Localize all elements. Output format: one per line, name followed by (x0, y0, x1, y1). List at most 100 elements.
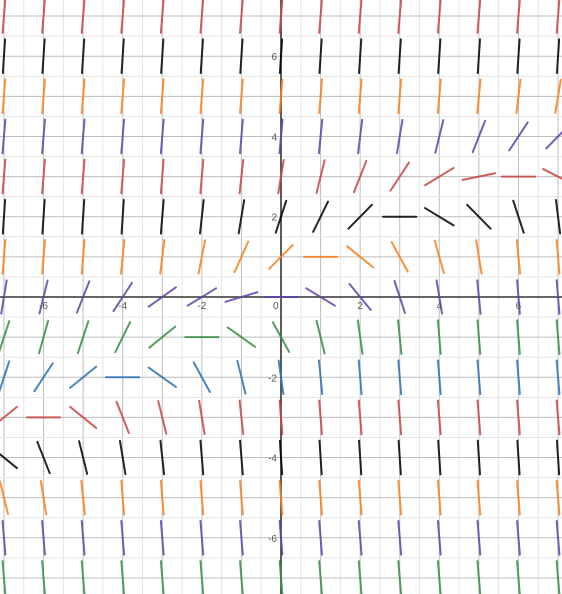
slope-segment (239, 78, 244, 115)
slope-segment (236, 359, 247, 395)
y-tick-label: -2 (268, 373, 277, 384)
slope-segment (312, 200, 330, 233)
slope-segment (358, 38, 363, 75)
slope-segment (397, 520, 403, 556)
slope-segment (1, 0, 7, 34)
slope-segment (69, 365, 98, 389)
slope-segment (1, 239, 7, 275)
x-tick-label: -6 (39, 301, 48, 312)
slope-segment (159, 78, 165, 115)
slope-segment (199, 78, 205, 115)
slope-segment (0, 453, 18, 470)
slope-segment (555, 38, 561, 75)
slope-segment (476, 479, 482, 516)
slope-segment (1, 520, 7, 556)
slope-segment (436, 479, 442, 516)
slope-segment (516, 439, 521, 476)
x-tick-label: -2 (197, 301, 206, 312)
slope-segment (318, 439, 323, 476)
slope-segment (159, 118, 165, 155)
slope-segment (555, 560, 561, 594)
slope-segment (198, 399, 206, 436)
slope-segment (555, 359, 561, 396)
slope-segment (199, 38, 204, 75)
slope-segment (516, 359, 521, 396)
slope-segment (435, 279, 444, 315)
slope-segment (147, 366, 177, 388)
slope-segment (389, 161, 410, 192)
slope-segment (0, 405, 18, 422)
slope-segment (80, 479, 86, 516)
slope-segment (159, 479, 165, 516)
slope-segment (80, 520, 86, 556)
y-tick-label: 2 (271, 213, 277, 224)
slope-segment (397, 38, 402, 75)
slope-segment (436, 0, 442, 34)
slope-segment (41, 560, 46, 594)
y-tick-label: -6 (268, 534, 277, 545)
slope-segment (226, 326, 257, 348)
slope-segment (545, 131, 562, 150)
slope-segment (516, 319, 521, 355)
slope-segment (278, 399, 284, 436)
slope-segment (397, 359, 403, 396)
slope-segment (436, 560, 442, 594)
slope-segment (41, 78, 46, 115)
slope-segment (199, 198, 205, 235)
slope-segment (434, 119, 445, 154)
y-tick-label: -4 (268, 454, 277, 465)
slope-segment (436, 319, 442, 355)
slope-segment (554, 199, 562, 235)
slope-segment (542, 168, 562, 180)
slope-segment (1, 198, 7, 235)
slope-segment (555, 439, 561, 476)
slope-segment (41, 520, 46, 556)
slope-segment (274, 199, 288, 234)
slope-segment (80, 0, 86, 34)
slope-segment (516, 479, 521, 516)
slope-segment (476, 359, 482, 396)
slope-segment (224, 291, 259, 303)
slope-segment (157, 400, 168, 435)
slope-segment (41, 158, 46, 195)
slope-segment (199, 0, 205, 34)
slope-segment (516, 279, 521, 315)
slope-segment (238, 158, 245, 195)
slope-segment (346, 245, 375, 269)
slope-segment (436, 359, 442, 396)
slope-segment (268, 243, 294, 270)
slope-segment (390, 241, 409, 273)
slope-segment (199, 158, 205, 195)
slope-segment (315, 159, 326, 194)
slope-segment (120, 198, 125, 235)
slope-segment (317, 359, 324, 396)
slope-segment (120, 560, 126, 594)
slope-segment (436, 399, 442, 436)
slope-segment (476, 520, 482, 556)
slope-segment (120, 479, 126, 516)
slope-segment (357, 479, 363, 516)
slope-segment (114, 321, 132, 354)
tick-labels: -6 -4 -2 0 2 4 6 6 4 2 -2 -4 -6 (39, 52, 522, 545)
slope-segment (148, 325, 177, 349)
slope-segment (239, 479, 244, 516)
slope-segment (476, 399, 482, 436)
slope-segment (271, 321, 291, 353)
slope-segment (278, 0, 284, 34)
slope-segment (277, 158, 285, 195)
slope-segment (555, 399, 561, 436)
slope-segment (397, 78, 403, 115)
slope-segment (239, 560, 244, 594)
slope-segment (476, 38, 481, 75)
slope-segment (515, 78, 522, 115)
slope-segment (357, 359, 363, 396)
slope-segment (278, 560, 284, 594)
slope-segment (233, 240, 250, 274)
slope-segment (159, 198, 165, 235)
slope-segment (39, 480, 48, 516)
slope-segment (317, 118, 324, 155)
slope-segment (397, 399, 403, 436)
slope-segment (239, 118, 244, 155)
